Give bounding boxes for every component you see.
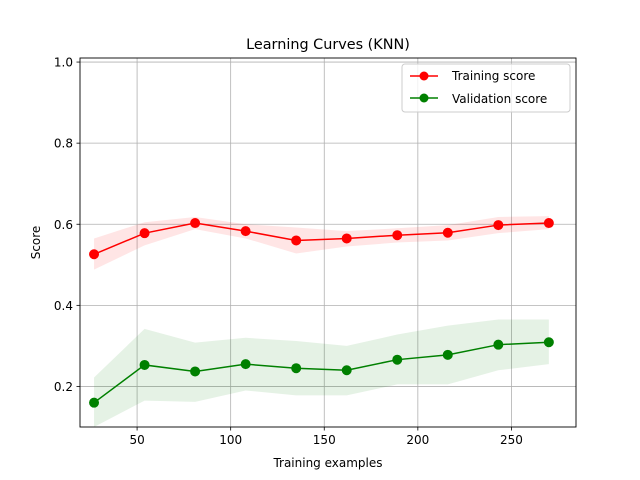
legend-box	[401, 63, 571, 113]
legend: Training score Validation score	[401, 63, 571, 113]
x-tick-label: 250	[500, 433, 523, 447]
validation-score-point	[493, 339, 504, 350]
grid-lines	[80, 58, 576, 427]
validation-score-point	[341, 365, 352, 376]
x-tick-label: 150	[313, 433, 336, 447]
validation-score-point	[240, 359, 251, 370]
chart-title: Learning Curves (KNN)	[246, 37, 410, 53]
training-score-point	[139, 228, 150, 239]
training-score-point	[291, 235, 302, 246]
training-score-point	[341, 233, 352, 244]
validation-score-point	[89, 397, 100, 408]
data-points	[89, 218, 554, 408]
legend-label-training: Training score	[451, 69, 535, 83]
validation-score-point	[442, 349, 453, 360]
validation-score-band	[94, 319, 549, 427]
plot-area-frame	[79, 57, 577, 428]
y-tick-label: 1.0	[54, 56, 73, 70]
training-score-point	[543, 218, 554, 229]
validation-score-point	[139, 359, 150, 370]
legend-marker-training	[419, 71, 429, 81]
training-score-point	[442, 227, 453, 238]
y-tick-label: 0.6	[54, 218, 73, 232]
axis-ticks: 50 100 150 200 250 0.2 0.4 0.6 0.8 1.0	[54, 56, 523, 447]
y-tick-label: 0.4	[54, 299, 73, 313]
validation-score-point	[291, 363, 302, 374]
series-lines	[93, 222, 549, 404]
y-tick-label: 0.8	[54, 137, 73, 151]
validation-score-point	[190, 366, 201, 377]
training-score-point	[240, 226, 251, 237]
x-tick-label: 100	[219, 433, 242, 447]
y-tick-label: 0.2	[54, 380, 73, 394]
confidence-bands	[94, 216, 549, 427]
validation-score-point	[543, 337, 554, 348]
legend-label-validation: Validation score	[452, 92, 547, 106]
legend-marker-validation	[419, 93, 429, 103]
training-score-point	[190, 218, 201, 229]
x-axis-label: Training examples	[272, 456, 382, 470]
x-tick-label: 50	[129, 433, 144, 447]
x-tick-label: 200	[406, 433, 429, 447]
training-score-point	[493, 220, 504, 231]
training-score-point	[392, 230, 403, 241]
y-axis-label: Score	[29, 226, 43, 260]
validation-score-line	[93, 341, 549, 404]
validation-score-point	[392, 354, 403, 365]
training-score-band	[94, 216, 549, 270]
training-score-point	[89, 249, 100, 260]
training-score-line	[93, 222, 549, 255]
